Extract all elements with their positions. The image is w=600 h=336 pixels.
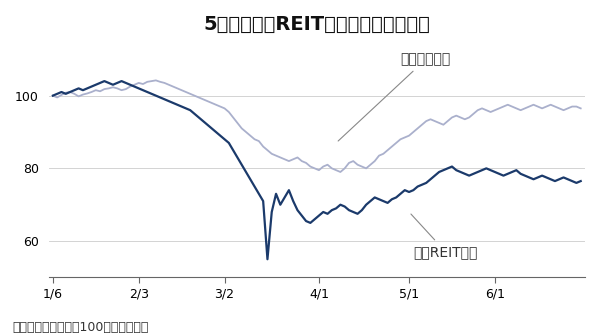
Title: 5月以降にはREITは株と同様の値動き: 5月以降にはREITは株と同様の値動き (203, 15, 430, 34)
Text: 東証REIT指数: 東証REIT指数 (411, 214, 478, 259)
Text: 日経平均株価: 日経平均株価 (338, 52, 451, 141)
Text: （注）年初の終値を100として指数化: （注）年初の終値を100として指数化 (12, 321, 148, 334)
